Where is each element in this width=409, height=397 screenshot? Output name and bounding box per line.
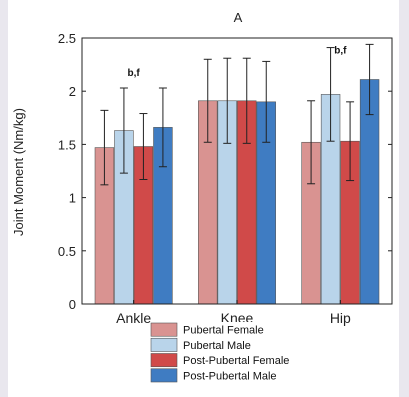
legend: Pubertal Female Pubertal Male Post-Puberta… [150,322,313,383]
significance-label: b,f [334,46,347,57]
legend-swatch [150,353,178,368]
significance-label: b,f [128,68,141,79]
chart-title: A [234,10,243,25]
legend-label: Post-Pubertal Female [183,355,289,367]
y-axis-ticks: 0 0.5 1 1.5 2 2.5 [58,31,392,312]
y-tick-label: 1 [69,191,76,206]
plot-frame [81,37,393,305]
y-tick-label: 1.5 [58,137,76,152]
figure-panel: A Joint Moment (Nm/kg) 0 0.5 1 1.5 2 2.5 Ankl… [8,0,399,397]
y-tick-label: 0 [69,297,76,312]
error-bars-layer [100,43,374,186]
x-tick-label: Ankle [116,310,151,326]
y-axis-title: Joint Moment (Nm/kg) [11,108,26,236]
y-tick-label: 2 [69,84,76,99]
annotations: b,f b,f [128,46,348,79]
legend-swatch [150,322,178,337]
legend-swatch [150,337,178,352]
x-tick-label: Hip [330,310,351,326]
legend-label: Post-Pubertal Male [183,370,277,382]
bar-chart: A Joint Moment (Nm/kg) 0 0.5 1 1.5 2 2.5 Ankl… [11,10,393,383]
legend-swatch [150,368,178,383]
legend-label: Pubertal Male [183,340,251,352]
legend-box [151,322,313,383]
y-tick-label: 0.5 [58,244,76,259]
legend-label: Pubertal Female [183,325,264,337]
y-tick-label: 2.5 [58,31,76,46]
bars-layer [94,79,380,305]
